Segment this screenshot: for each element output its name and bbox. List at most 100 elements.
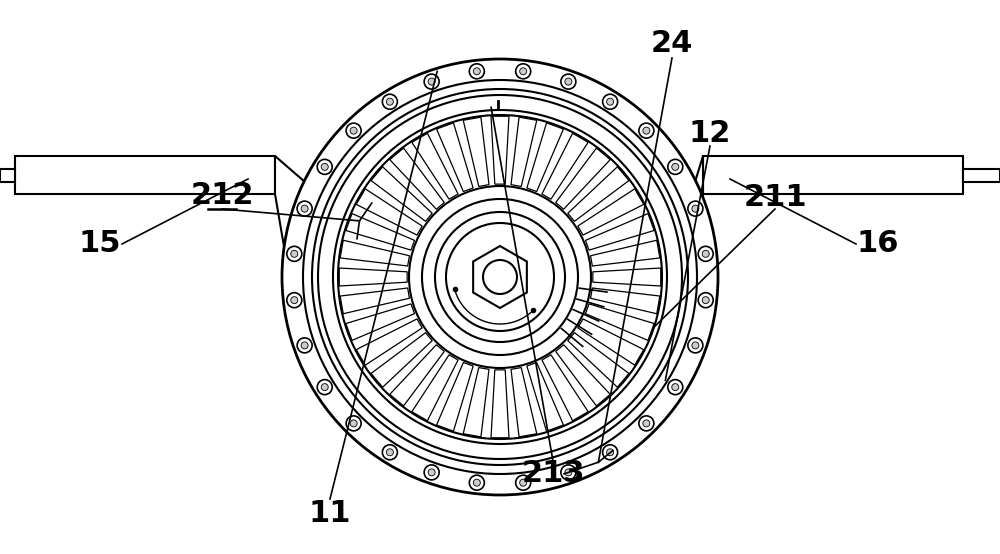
Circle shape bbox=[321, 163, 328, 171]
Polygon shape bbox=[542, 355, 588, 420]
Circle shape bbox=[346, 416, 361, 431]
Circle shape bbox=[301, 342, 308, 349]
Polygon shape bbox=[473, 246, 527, 308]
Polygon shape bbox=[593, 268, 661, 286]
Circle shape bbox=[302, 79, 698, 475]
Polygon shape bbox=[491, 116, 509, 184]
Polygon shape bbox=[390, 148, 444, 209]
Circle shape bbox=[386, 449, 393, 456]
Circle shape bbox=[639, 123, 654, 138]
Polygon shape bbox=[556, 148, 610, 209]
Polygon shape bbox=[371, 333, 432, 387]
Circle shape bbox=[424, 74, 439, 89]
Text: 213: 213 bbox=[521, 459, 585, 488]
Polygon shape bbox=[0, 169, 15, 182]
Circle shape bbox=[317, 160, 332, 175]
Polygon shape bbox=[437, 362, 473, 431]
Circle shape bbox=[603, 445, 618, 460]
Circle shape bbox=[607, 98, 614, 105]
Polygon shape bbox=[346, 304, 415, 340]
Circle shape bbox=[702, 250, 709, 257]
Polygon shape bbox=[412, 355, 458, 420]
Circle shape bbox=[346, 123, 361, 138]
Polygon shape bbox=[340, 288, 409, 314]
Circle shape bbox=[446, 223, 554, 331]
Circle shape bbox=[469, 64, 484, 79]
Polygon shape bbox=[275, 156, 305, 369]
Circle shape bbox=[561, 465, 576, 480]
Circle shape bbox=[698, 247, 713, 261]
Polygon shape bbox=[371, 167, 432, 221]
Polygon shape bbox=[591, 288, 660, 314]
Circle shape bbox=[301, 205, 308, 212]
Polygon shape bbox=[463, 117, 489, 187]
Circle shape bbox=[702, 297, 709, 304]
Circle shape bbox=[291, 250, 298, 257]
Circle shape bbox=[565, 469, 572, 476]
Polygon shape bbox=[578, 189, 644, 235]
Circle shape bbox=[603, 94, 618, 109]
Circle shape bbox=[382, 445, 397, 460]
Polygon shape bbox=[511, 117, 537, 187]
Polygon shape bbox=[556, 345, 610, 406]
Polygon shape bbox=[963, 169, 1000, 182]
Circle shape bbox=[422, 199, 578, 355]
Circle shape bbox=[692, 205, 699, 212]
Circle shape bbox=[688, 201, 703, 216]
Circle shape bbox=[643, 420, 650, 427]
Circle shape bbox=[473, 479, 480, 486]
Circle shape bbox=[565, 78, 572, 85]
Circle shape bbox=[607, 449, 614, 456]
Circle shape bbox=[698, 293, 713, 307]
Circle shape bbox=[287, 247, 302, 261]
Text: 24: 24 bbox=[651, 29, 693, 59]
Circle shape bbox=[516, 64, 531, 79]
Circle shape bbox=[688, 338, 703, 353]
Circle shape bbox=[473, 68, 480, 75]
Circle shape bbox=[382, 94, 397, 109]
Text: 11: 11 bbox=[309, 499, 351, 527]
Polygon shape bbox=[356, 189, 422, 235]
Circle shape bbox=[409, 186, 591, 368]
Polygon shape bbox=[390, 345, 444, 406]
Circle shape bbox=[483, 260, 517, 294]
Polygon shape bbox=[568, 167, 629, 221]
Circle shape bbox=[287, 293, 302, 307]
Circle shape bbox=[318, 95, 682, 459]
Text: 16: 16 bbox=[857, 229, 899, 259]
Polygon shape bbox=[463, 367, 489, 437]
Polygon shape bbox=[585, 304, 654, 340]
Circle shape bbox=[672, 383, 679, 391]
Polygon shape bbox=[703, 156, 963, 194]
Circle shape bbox=[639, 416, 654, 431]
Circle shape bbox=[350, 420, 357, 427]
Circle shape bbox=[350, 127, 357, 134]
Circle shape bbox=[317, 379, 332, 394]
Polygon shape bbox=[695, 156, 703, 369]
Text: 15: 15 bbox=[79, 229, 121, 259]
Text: 12: 12 bbox=[689, 120, 731, 148]
Circle shape bbox=[469, 475, 484, 490]
Circle shape bbox=[516, 475, 531, 490]
Polygon shape bbox=[340, 240, 409, 266]
Text: 212: 212 bbox=[190, 181, 254, 209]
Polygon shape bbox=[591, 240, 660, 266]
Polygon shape bbox=[578, 319, 644, 365]
Polygon shape bbox=[491, 370, 509, 438]
Circle shape bbox=[643, 127, 650, 134]
Polygon shape bbox=[542, 134, 588, 199]
Circle shape bbox=[282, 59, 718, 495]
Polygon shape bbox=[511, 367, 537, 437]
Circle shape bbox=[561, 74, 576, 89]
Circle shape bbox=[297, 338, 312, 353]
Circle shape bbox=[338, 115, 662, 439]
Circle shape bbox=[692, 342, 699, 349]
Polygon shape bbox=[339, 268, 407, 286]
Circle shape bbox=[297, 201, 312, 216]
Circle shape bbox=[424, 465, 439, 480]
Polygon shape bbox=[346, 214, 415, 250]
Polygon shape bbox=[437, 123, 473, 192]
Circle shape bbox=[386, 98, 393, 105]
Circle shape bbox=[520, 68, 527, 75]
Polygon shape bbox=[585, 214, 654, 250]
